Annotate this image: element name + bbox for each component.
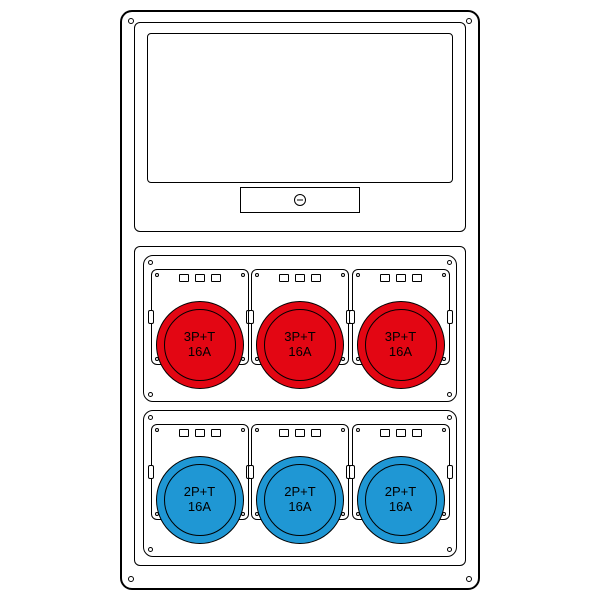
outlet-row-bottom: 2P+T 16A 2P+T [143,410,457,557]
screw-icon [128,18,134,24]
screw-icon [466,576,472,582]
socket-label-line2: 16A [389,344,412,359]
socket-icon: 2P+T 16A [357,456,445,544]
outlet: 2P+T 16A [151,424,249,544]
socket-label-line1: 2P+T [184,484,215,499]
socket-label-line2: 16A [188,499,211,514]
screw-icon [148,547,153,552]
screw-icon [128,576,134,582]
socket-label-line1: 2P+T [385,484,416,499]
screw-icon [447,392,452,397]
outlet: 3P+T 16A [151,269,249,389]
distribution-panel: 3P+T 16A 3P+T [120,10,480,590]
screw-icon [148,260,153,265]
outlet: 2P+T 16A [352,424,450,544]
socket-label-line1: 3P+T [385,329,416,344]
socket-label-line1: 3P+T [284,329,315,344]
socket-label-line2: 16A [188,344,211,359]
socket-icon: 3P+T 16A [357,301,445,389]
screw-icon [447,260,452,265]
latch [240,187,360,213]
socket-label-line2: 16A [389,499,412,514]
top-window [147,33,453,183]
socket-icon: 3P+T 16A [256,301,344,389]
screw-icon [148,415,153,420]
socket-label-line1: 2P+T [284,484,315,499]
outlet-row-top: 3P+T 16A 3P+T [143,255,457,402]
screw-icon [447,547,452,552]
screw-icon [466,18,472,24]
socket-icon: 3P+T 16A [156,301,244,389]
socket-label-line2: 16A [288,344,311,359]
screw-icon [148,392,153,397]
outlet: 2P+T 16A [251,424,349,544]
outlet-section: 3P+T 16A 3P+T [134,246,466,566]
socket-icon: 2P+T 16A [256,456,344,544]
socket-label-line2: 16A [288,499,311,514]
screw-icon [447,415,452,420]
latch-screw-icon [294,194,306,206]
socket-icon: 2P+T 16A [156,456,244,544]
outlet: 3P+T 16A [251,269,349,389]
top-cover [134,22,466,232]
socket-label-line1: 3P+T [184,329,215,344]
outlet: 3P+T 16A [352,269,450,389]
